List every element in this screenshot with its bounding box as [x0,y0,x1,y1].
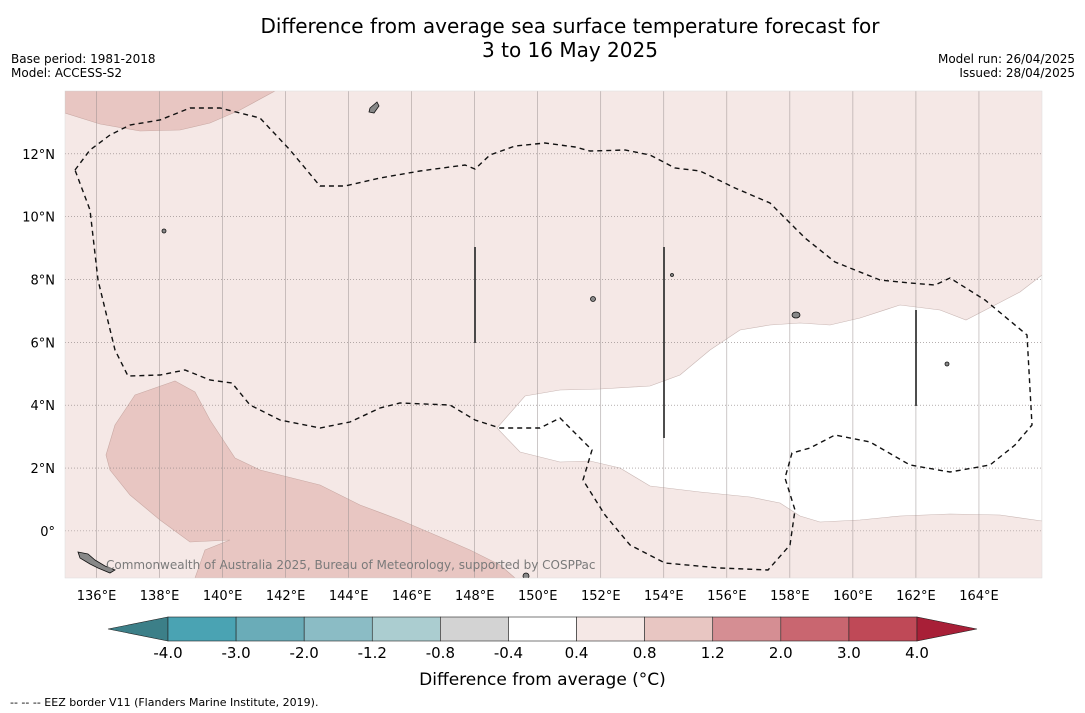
colorbar-swatch [440,616,509,642]
issued-text: Issued: 28/04/2025 [959,66,1075,80]
latitude-tick-label: 8°N [31,274,56,289]
title-line-1: Difference from average sea surface temp… [260,14,880,38]
eez-footnote: -- -- -- EEZ border V11 (Flanders Marine… [10,696,319,709]
longitude-tick-label: 140°E [203,589,243,604]
title-line-2: 3 to 16 May 2025 [482,38,658,62]
colorbar-tick-label: -3.0 [221,644,250,662]
colorbar-swatch [644,616,714,642]
colorbar-swatch [576,616,645,642]
run-info: Model run: 26/04/2025 Issued: 28/04/2025 [938,52,1075,80]
longitude-tick-label: 158°E [770,589,810,604]
longitude-tick-label: 146°E [392,589,432,604]
island-png [77,551,116,574]
map-area [65,91,1042,578]
longitude-tick-label: 154°E [644,589,684,604]
islands [77,101,950,578]
warm-anomaly-region-south [105,380,516,578]
island-guam [368,101,380,114]
longitude-tick-label: 156°E [707,589,747,604]
colorbar-swatch [167,616,237,642]
base-period-text: Base period: 1981-2018 [11,52,156,66]
colorbar-tick-label: 0.4 [565,644,589,662]
colorbar-swatch [712,616,782,642]
island-4 [944,361,950,367]
model-text: Model: ACCESS-S2 [11,66,123,80]
colorbar-tick-label: 2.0 [769,644,793,662]
colorbar-tick-label: -0.4 [494,644,523,662]
map-frame [64,90,1043,579]
colorbar-swatch [235,616,305,642]
longitude-tick-label: 162°E [896,589,936,604]
island-3 [791,311,801,319]
longitude-tick-label: 164°E [959,589,999,604]
latitude-labels: 12°N 10°N 8°N 6°N 4°N 2°N 0° [22,148,55,540]
longitude-tick-label: 150°E [518,589,558,604]
latitude-tick-label: 4°N [31,399,56,414]
island-5 [670,273,674,277]
colorbar-extend-high [916,616,978,642]
model-info: Base period: 1981-2018 Model: ACCESS-S2 [11,52,156,80]
colorbar-tick-label: -4.0 [153,644,182,662]
latitude-tick-label: 12°N [22,148,55,163]
longitude-tick-label: 160°E [833,589,873,604]
colorbar-swatch [303,616,373,642]
colorbar: -4.0 -3.0 -2.0 -1.2 -0.8 -0.4 0.4 0.8 1.2 2.0 3.0 4… [107,616,978,662]
colorbar-tick-label: -2.0 [290,644,319,662]
colorbar-tick-label: 3.0 [837,644,861,662]
colorbar-swatch [848,616,918,642]
island-2 [590,296,596,302]
colorbar-tick-label: 0.8 [633,644,657,662]
map-title: Difference from average sea surface temp… [0,14,1085,62]
latitude-tick-label: 2°N [31,462,56,477]
colorbar-extend-low [107,616,169,642]
latitude-tick-label: 10°N [22,211,55,226]
colorbar-tick-label: 1.2 [701,644,725,662]
neutral-anomaly-region [496,274,1042,523]
colorbar-label: Difference from average (°C) [419,670,666,690]
colorbar-tick-label: -0.8 [426,644,455,662]
longitude-labels: 136°E 138°E 140°E 142°E 144°E 146°E 148°E 150°E… [77,589,999,604]
eez-border-north [74,107,1033,571]
longitude-tick-label: 136°E [77,589,117,604]
latitude-tick-label: 6°N [31,336,56,351]
colorbar-swatch [780,616,850,642]
island-1 [161,228,167,234]
colorbar-tick-label: 4.0 [905,644,929,662]
colorbar-swatch [508,616,577,642]
copyright-text: Commonwealth of Australia 2025, Bureau o… [106,558,596,572]
longitude-tick-label: 152°E [581,589,621,604]
island-6 [522,572,530,578]
longitude-tick-label: 144°E [329,589,369,604]
colorbar-swatch [371,616,441,642]
latitude-tick-label: 0° [40,525,55,540]
model-run-text: Model run: 26/04/2025 [937,52,1075,66]
longitude-tick-label: 138°E [140,589,180,604]
colorbar-tick-label: -1.2 [358,644,387,662]
longitude-tick-label: 142°E [266,589,306,604]
longitude-tick-label: 148°E [455,589,495,604]
